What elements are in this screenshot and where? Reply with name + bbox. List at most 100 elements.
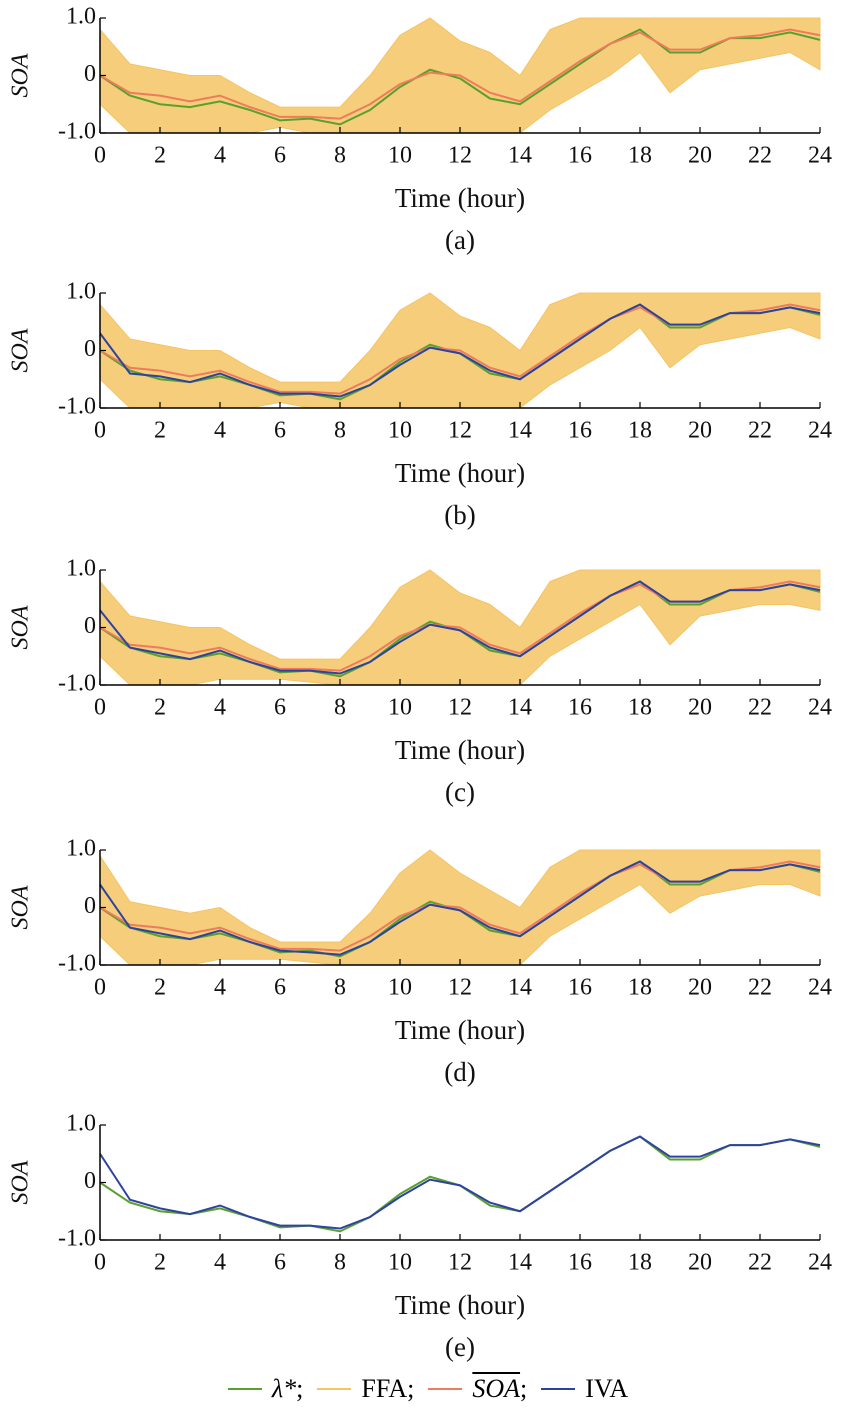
- x-tick-label: 22: [748, 143, 772, 169]
- legend-swatch: [227, 1388, 262, 1390]
- x-tick-label: 2: [154, 143, 166, 169]
- y-tick-label: -1.0: [58, 394, 96, 420]
- x-tick-label: 12: [448, 695, 472, 721]
- legend-label: λ*: [271, 1374, 297, 1403]
- y-tick-label: -1.0: [58, 1226, 96, 1252]
- x-tick-label: 20: [688, 418, 712, 444]
- y-axis-label: SOA: [8, 1160, 34, 1204]
- x-tick-label: 14: [508, 695, 532, 721]
- series-line: [99, 1135, 821, 1233]
- legend-label: SOA: [472, 1374, 521, 1403]
- x-tick-label: 14: [508, 975, 532, 1001]
- y-tick-label: 1.0: [66, 1111, 96, 1137]
- legend-label: FFA: [361, 1374, 408, 1403]
- series-line: [99, 303, 821, 398]
- legend-separator: ;: [407, 1374, 415, 1403]
- x-tick-label: 6: [274, 418, 286, 444]
- x-tick-label: 16: [568, 975, 592, 1001]
- x-tick-label: 24: [808, 975, 832, 1001]
- y-tick-label: 0: [84, 893, 96, 919]
- x-tick-label: 0: [94, 143, 106, 169]
- series-line: [99, 28, 821, 126]
- x-tick-label: 14: [508, 143, 532, 169]
- x-tick-label: 8: [334, 975, 346, 1001]
- y-axis-label: SOA: [8, 53, 34, 97]
- y-tick-label: -1.0: [58, 951, 96, 977]
- x-tick-label: 18: [628, 1250, 652, 1276]
- x-tick-label: 24: [808, 418, 832, 444]
- x-tick-label: 14: [508, 418, 532, 444]
- legend: λ*; FFA; SOA; IVA: [0, 1374, 842, 1404]
- x-tick-label: 8: [334, 695, 346, 721]
- x-tick-label: 10: [388, 143, 412, 169]
- x-axis-label: Time (hour): [395, 1290, 525, 1320]
- x-tick-label: 16: [568, 1250, 592, 1276]
- x-tick-label: 2: [154, 418, 166, 444]
- x-tick-label: 6: [274, 143, 286, 169]
- legend-label: IVA: [585, 1374, 629, 1403]
- x-tick-label: 0: [94, 418, 106, 444]
- x-tick-label: 16: [568, 695, 592, 721]
- x-tick-label: 8: [334, 1250, 346, 1276]
- x-tick-label: 20: [688, 143, 712, 169]
- series-line: [99, 580, 821, 675]
- y-tick-label: 1.0: [66, 836, 96, 862]
- y-tick-label: -1.0: [58, 671, 96, 697]
- series-line: [99, 28, 821, 120]
- x-tick-label: 4: [214, 1250, 226, 1276]
- panel-caption: (b): [444, 500, 475, 530]
- y-tick-label: 1.0: [66, 4, 96, 30]
- x-tick-label: 4: [214, 143, 226, 169]
- x-tick-label: 20: [688, 975, 712, 1001]
- panel-caption: (e): [445, 1332, 475, 1362]
- x-axis-label: Time (hour): [395, 735, 525, 765]
- y-axis-label: SOA: [8, 885, 34, 929]
- x-tick-label: 10: [388, 1250, 412, 1276]
- series-line: [99, 860, 821, 956]
- x-tick-label: 16: [568, 418, 592, 444]
- x-tick-label: 10: [388, 695, 412, 721]
- x-tick-label: 22: [748, 695, 772, 721]
- x-axis-label: Time (hour): [395, 183, 525, 213]
- y-axis-label: SOA: [8, 328, 34, 372]
- x-tick-label: 22: [748, 1250, 772, 1276]
- x-tick-label: 6: [274, 975, 286, 1001]
- x-tick-label: 22: [748, 418, 772, 444]
- y-tick-label: -1.0: [58, 119, 96, 145]
- x-tick-label: 18: [628, 418, 652, 444]
- x-tick-label: 12: [448, 1250, 472, 1276]
- x-tick-label: 6: [274, 695, 286, 721]
- y-tick-label: 0: [84, 1168, 96, 1194]
- y-tick-label: 0: [84, 613, 96, 639]
- x-tick-label: 8: [334, 143, 346, 169]
- x-tick-label: 18: [628, 695, 652, 721]
- y-tick-label: 0: [84, 336, 96, 362]
- x-tick-label: 20: [688, 1250, 712, 1276]
- x-tick-label: 4: [214, 975, 226, 1001]
- x-tick-label: 10: [388, 975, 412, 1001]
- x-tick-label: 12: [448, 143, 472, 169]
- x-tick-label: 8: [334, 418, 346, 444]
- x-tick-label: 6: [274, 1250, 286, 1276]
- x-tick-label: 2: [154, 975, 166, 1001]
- x-tick-label: 2: [154, 695, 166, 721]
- x-axis-label: Time (hour): [395, 1015, 525, 1045]
- x-tick-label: 0: [94, 1250, 106, 1276]
- y-axis-label: SOA: [8, 605, 34, 649]
- series-line: [99, 1135, 821, 1230]
- x-tick-label: 18: [628, 143, 652, 169]
- panel-caption: (a): [445, 225, 475, 255]
- x-tick-label: 10: [388, 418, 412, 444]
- legend-separator: ;: [520, 1374, 528, 1403]
- panel-caption: (c): [445, 777, 475, 807]
- x-tick-label: 12: [448, 975, 472, 1001]
- x-tick-label: 20: [688, 695, 712, 721]
- x-tick-label: 14: [508, 1250, 532, 1276]
- x-tick-label: 12: [448, 418, 472, 444]
- y-tick-label: 1.0: [66, 279, 96, 305]
- y-tick-label: 0: [84, 61, 96, 87]
- x-tick-label: 0: [94, 975, 106, 1001]
- x-tick-label: 24: [808, 695, 832, 721]
